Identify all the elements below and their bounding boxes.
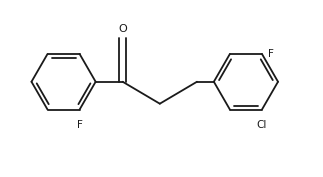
Text: F: F xyxy=(77,120,83,130)
Text: F: F xyxy=(268,49,274,59)
Text: O: O xyxy=(118,24,127,34)
Text: Cl: Cl xyxy=(257,120,267,130)
